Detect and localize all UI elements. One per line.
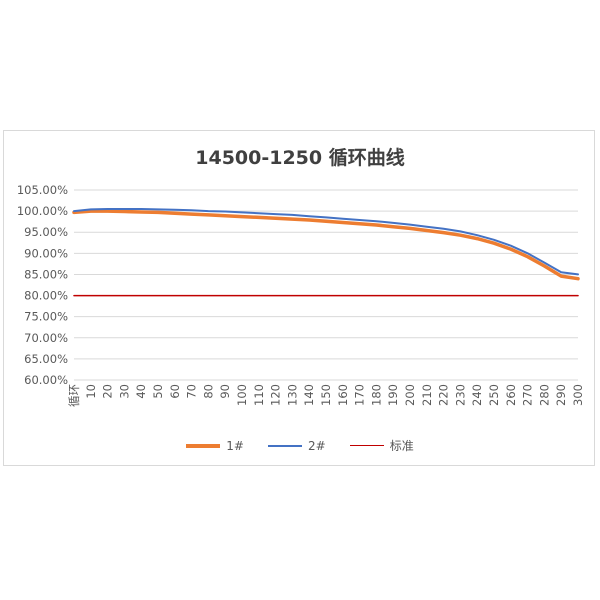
y-tick-label: 80.00%	[24, 289, 68, 303]
legend-item-3: 标准	[349, 437, 414, 454]
x-tick-label: 240	[470, 384, 484, 406]
x-tick-label: 260	[504, 384, 518, 406]
x-tick-label: 70	[185, 384, 199, 399]
legend-swatch-3	[349, 444, 384, 447]
legend-swatch-2	[267, 444, 302, 447]
legend: 1# 2# 标准	[0, 437, 600, 454]
x-tick-label: 100	[235, 384, 249, 406]
x-tick-label: 270	[521, 384, 535, 406]
x-tick-label: 170	[353, 384, 367, 406]
x-tick-label: 90	[218, 384, 232, 399]
y-tick-label: 95.00%	[24, 225, 68, 239]
x-tick-label: 140	[302, 384, 316, 406]
legend-item-2: 2#	[267, 437, 326, 454]
x-tick-label: 200	[403, 384, 417, 406]
x-tick-label: 40	[134, 384, 148, 399]
legend-label-2: 2#	[307, 438, 326, 453]
x-tick-label: 60	[168, 384, 182, 399]
series-line-1	[72, 209, 580, 281]
x-tick-label: 150	[319, 384, 333, 406]
x-tick-label: 280	[537, 384, 551, 406]
x-tick-label: 230	[453, 384, 467, 406]
y-tick-label: 65.00%	[24, 352, 68, 366]
chart-frame	[3, 130, 595, 466]
x-tick-label: 110	[252, 384, 266, 406]
x-tick-label: 50	[151, 384, 165, 399]
x-tick-label: 20	[101, 384, 115, 399]
x-tick-label: 30	[117, 384, 131, 399]
x-tick-label: 10	[84, 384, 98, 399]
x-tick-label: 290	[554, 384, 568, 406]
x-tick-label: 300	[571, 384, 585, 406]
y-tick-label: 100.00%	[17, 204, 68, 218]
y-tick-label: 75.00%	[24, 310, 68, 324]
x-tick-label: 120	[269, 384, 283, 406]
series-line-2	[73, 208, 579, 276]
x-tick-label: 190	[386, 384, 400, 406]
chart-title: 14500-1250 循环曲线	[195, 147, 405, 169]
legend-item-1: 1#	[186, 437, 244, 454]
y-tick-label: 105.00%	[17, 183, 68, 197]
x-tick-label: 250	[487, 384, 501, 406]
x-tick-label: 210	[420, 384, 434, 406]
x-tick-label: 180	[369, 384, 383, 406]
x-tick-label: 80	[201, 384, 215, 399]
legend-swatch-1	[186, 443, 221, 448]
y-tick-label: 90.00%	[24, 246, 68, 260]
y-tick-label: 85.00%	[24, 267, 68, 281]
legend-label-1: 1#	[226, 438, 244, 453]
x-tick-label: 160	[336, 384, 350, 406]
x-tick-label: 220	[437, 384, 451, 406]
legend-label-3: 标准	[389, 439, 414, 453]
y-tick-label: 60.00%	[24, 373, 68, 387]
y-tick-label: 70.00%	[24, 331, 68, 345]
x-tick-label: 循环	[67, 384, 81, 407]
x-tick-label: 130	[285, 384, 299, 406]
